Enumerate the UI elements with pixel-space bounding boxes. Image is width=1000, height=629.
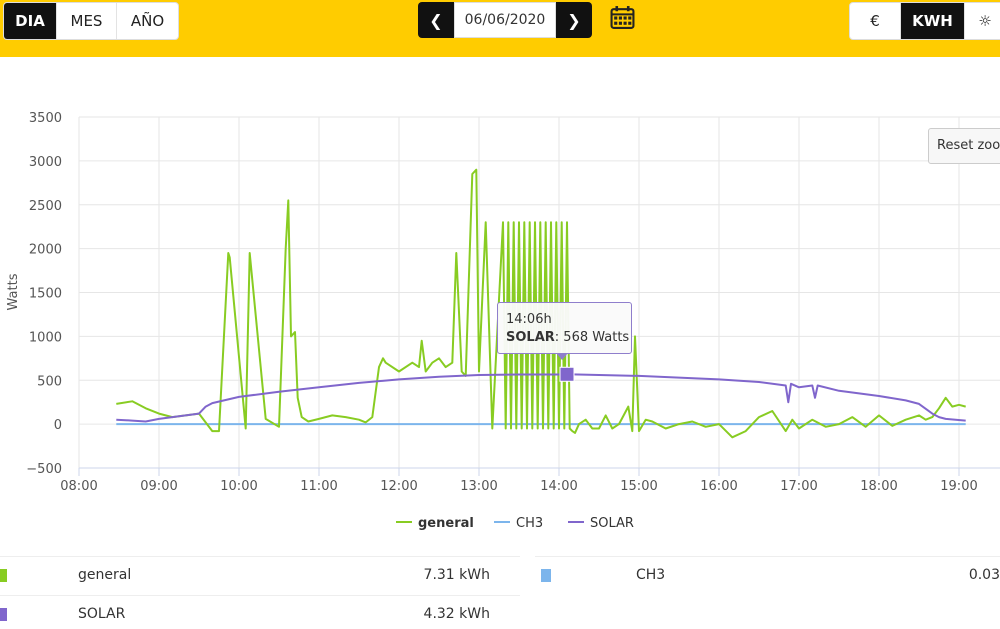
summary-series-name: SOLAR <box>78 606 126 622</box>
x-tick-label: 18:00 <box>860 479 897 494</box>
summary-swatch <box>541 569 551 582</box>
x-tick-label: 11:00 <box>300 479 337 494</box>
top-toolbar: DIA MES AÑO ❮ 06/06/2020 ❯ € KWH ☼ <box>0 0 1000 57</box>
period-tab-0[interactable]: DIA <box>4 3 57 39</box>
energy-chart: 3500 3000 2500 2000 1500 1000 500 0 −500 08:00 09:… <box>6 111 1000 531</box>
tooltip-pointer <box>556 353 568 360</box>
summary-series-name: CH3 <box>636 567 666 583</box>
unit-tab-sun-icon[interactable]: ☼ <box>978 12 992 30</box>
x-tick-label: 16:00 <box>700 479 737 494</box>
x-tick-label: 14:00 <box>540 479 577 494</box>
legend-item-solar: SOLAR <box>590 516 634 531</box>
legend-item-ch3: CH3 <box>516 516 543 531</box>
next-day-button[interactable]: ❯ <box>556 2 592 38</box>
tooltip-time: 14:06h <box>506 312 552 327</box>
x-tick-label: 10:00 <box>220 479 257 494</box>
x-tick-label: 13:00 <box>460 479 497 494</box>
tooltip-value: : 568 Watts <box>554 330 630 345</box>
y-tick-label: 1500 <box>29 287 62 302</box>
reset-zoom-button[interactable]: Reset zoom <box>928 128 1000 164</box>
y-tick-label: 500 <box>37 374 62 389</box>
y-tick-label: 1000 <box>29 330 62 345</box>
x-tick-label: 12:00 <box>380 479 417 494</box>
x-tick-label: 15:00 <box>620 479 657 494</box>
y-tick-label: 3000 <box>29 155 62 170</box>
prev-day-button[interactable]: ❮ <box>418 2 454 38</box>
unit-selector: € KWH ☼ <box>849 2 1000 40</box>
summary-divider <box>535 556 1000 557</box>
unit-tab-1[interactable]: KWH <box>901 3 965 39</box>
tooltip-series: SOLAR <box>506 330 555 345</box>
series-line-solar <box>116 373 966 423</box>
summary-divider <box>0 556 520 557</box>
legend-item-general: general <box>418 516 474 531</box>
period-tab-1[interactable]: MES <box>57 3 117 39</box>
period-selector: DIA MES AÑO <box>3 2 179 40</box>
date-navigator: ❮ 06/06/2020 ❯ <box>418 2 592 38</box>
x-tick-label: 19:00 <box>940 479 977 494</box>
summary-swatch <box>0 608 7 621</box>
y-tick-label: 3500 <box>29 111 62 126</box>
summary-series-value: 7.31 kWh <box>423 567 490 583</box>
date-input[interactable]: 06/06/2020 <box>454 2 556 38</box>
y-tick-label: 2500 <box>29 199 62 214</box>
chart-tooltip: 14:06h SOLAR: 568 Watts <box>497 302 632 360</box>
tooltip-body: SOLAR: 568 Watts <box>506 329 631 347</box>
summary-series-value: 4.32 kWh <box>423 606 490 622</box>
summary-swatch <box>0 569 7 582</box>
chevron-right-icon: ❯ <box>567 10 581 30</box>
y-axis-label: Watts <box>6 273 21 310</box>
x-tick-label: 09:00 <box>140 479 177 494</box>
x-tick-label: 08:00 <box>60 479 97 494</box>
y-tick-label: −500 <box>26 462 62 477</box>
y-tick-label: 0 <box>54 418 62 433</box>
x-tick-label: 17:00 <box>780 479 817 494</box>
chevron-left-icon: ❮ <box>429 10 443 30</box>
unit-tab-0[interactable]: € <box>850 3 901 39</box>
calendar-icon[interactable] <box>610 5 635 30</box>
series-line-general <box>116 168 966 439</box>
period-tab-2[interactable]: AÑO <box>130 12 165 30</box>
summary-series-value: 0.03 <box>968 567 1000 583</box>
summary-divider <box>0 595 520 596</box>
y-tick-label: 2000 <box>29 243 62 258</box>
hovered-point <box>559 366 575 382</box>
summary-series-name: general <box>78 567 132 583</box>
